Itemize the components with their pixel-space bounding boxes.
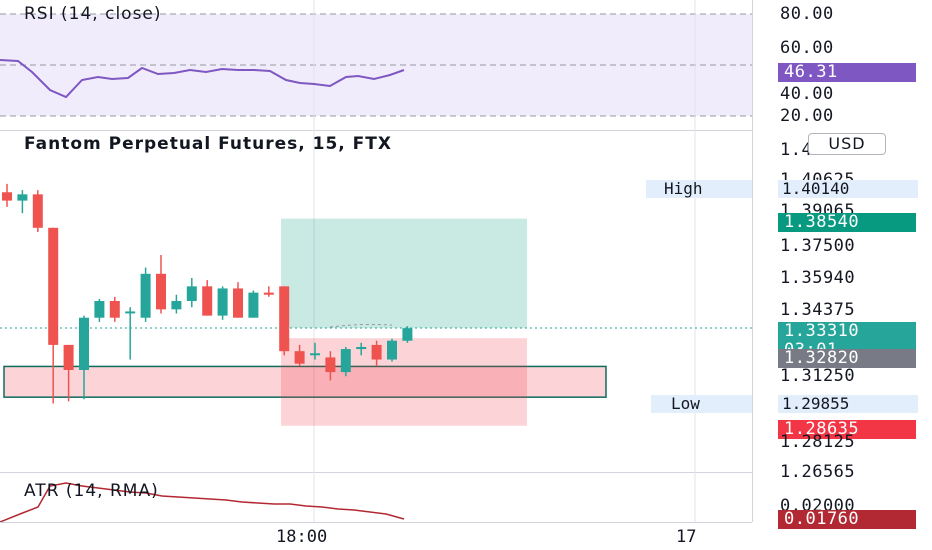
low-label: Low (651, 395, 752, 413)
price-tick: 1.37500 (780, 236, 856, 256)
long-position-stop-zone (281, 338, 527, 426)
price-tag-green: 1.38540 (778, 213, 916, 232)
rsi-value-tag: 46.31 (778, 63, 916, 82)
price-tick: 1.31250 (780, 366, 856, 386)
rsi-line (0, 59, 405, 99)
high-label: High (646, 180, 752, 198)
candle-body (340, 349, 351, 373)
candle-body (156, 273, 166, 310)
price-axis-border (752, 0, 753, 522)
candle-body (17, 194, 28, 201)
high-value: 1.40140 (778, 180, 918, 198)
symbol-title[interactable]: Fantom Perpetual Futures, 15, FTX (24, 134, 393, 154)
candle-body (171, 300, 182, 310)
currency-button[interactable]: USD (808, 133, 886, 155)
candle-body (94, 300, 105, 318)
support-zone-rectangle (3, 365, 607, 398)
candle-body (233, 288, 243, 318)
candle-body (402, 328, 413, 341)
price-tick: 1.28125 (780, 432, 856, 452)
price-tag-red: 1.28635 (778, 420, 916, 439)
candle-body (387, 340, 397, 360)
rsi-title[interactable]: RSI (14, close) (24, 4, 162, 24)
candle-body (279, 286, 290, 352)
candle-body (263, 292, 274, 295)
atr-value-tag: 0.01760 (778, 510, 916, 529)
candle-body (186, 286, 197, 301)
rsi-tick: 20.00 (780, 106, 834, 126)
rsi-tick: 80.00 (780, 4, 834, 24)
candle-body (2, 192, 12, 201)
atr-pane[interactable] (0, 472, 752, 522)
candle-body (325, 357, 336, 373)
rsi-tick: 60.00 (780, 38, 834, 58)
candle-body (48, 227, 59, 345)
candle-body (202, 286, 213, 316)
candle-body (109, 300, 120, 318)
last-price-value: 1.33310 (784, 321, 860, 341)
time-label: 17 (676, 527, 697, 547)
candle-body (356, 346, 367, 350)
long-position-target-zone (281, 218, 527, 328)
candle-body (371, 344, 382, 360)
atr-title[interactable]: ATR (14, RMA) (24, 481, 159, 501)
low-value: 1.29855 (778, 395, 918, 413)
candle-body (125, 311, 136, 314)
atr-separator[interactable] (0, 472, 752, 473)
rsi-tick: 40.00 (780, 84, 834, 104)
time-axis-border (0, 522, 752, 523)
candle-body (248, 292, 259, 318)
candle-body (217, 288, 228, 316)
price-tag-gray: 1.32820 (778, 349, 916, 368)
price-tick: 1.26565 (780, 462, 856, 482)
price-axis[interactable] (752, 0, 932, 550)
price-chart-pane[interactable] (0, 130, 752, 472)
price-tick: 1.35940 (780, 268, 856, 288)
rsi-separator[interactable] (0, 130, 752, 131)
atr-line (0, 482, 405, 522)
time-label: 18:00 (276, 527, 328, 547)
candle-body (140, 273, 151, 318)
candle-body (79, 317, 89, 370)
price-tick: 1.34375 (780, 300, 856, 320)
candle-body (310, 353, 320, 356)
candle-body (32, 194, 43, 228)
candle-body (63, 344, 74, 370)
candle-body (294, 351, 305, 364)
entry-arrow (329, 323, 393, 328)
rsi-pane[interactable] (0, 0, 752, 130)
